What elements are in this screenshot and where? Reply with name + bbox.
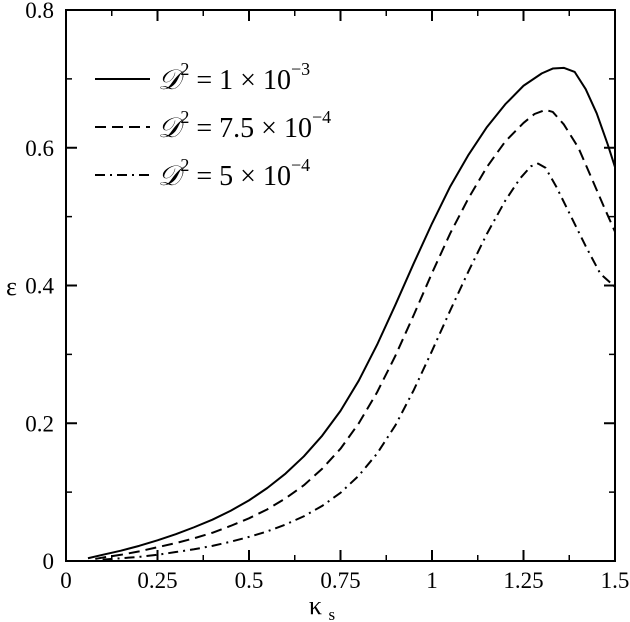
legend-value-text: = 1 × 10 xyxy=(189,65,291,96)
x-axis-label: κ s xyxy=(309,591,335,622)
legend-value-exponent: −4 xyxy=(291,155,310,175)
y-tick-label: 0.8 xyxy=(25,0,54,23)
legend-symbol-exponent: 2 xyxy=(180,107,189,127)
series-line-1 xyxy=(87,66,616,560)
x-tick-label: 1 xyxy=(426,568,438,593)
series-group xyxy=(87,66,616,561)
y-tick-label: 0.2 xyxy=(25,411,54,436)
series-line-3 xyxy=(102,162,616,561)
legend-symbol-exponent: 2 xyxy=(180,155,189,175)
x-axis-label-main: κ xyxy=(309,591,322,620)
legend-value-exponent: −4 xyxy=(312,107,331,127)
y-tick-label: 0.4 xyxy=(25,274,54,299)
plot-frame-group xyxy=(65,9,616,562)
x-tick-label: 1.5 xyxy=(601,568,630,593)
legend-symbol-exponent: 2 xyxy=(180,59,189,79)
x-tick-label: 0.5 xyxy=(235,568,264,593)
legend-value-exponent: −3 xyxy=(291,59,310,79)
y-axis-label: ε xyxy=(6,272,17,301)
x-tick-label: 1.25 xyxy=(503,568,543,593)
x-tick-label: 0.75 xyxy=(320,568,360,593)
x-tick-label: 0.25 xyxy=(137,568,177,593)
legend-value-text: = 7.5 × 10 xyxy=(189,113,312,144)
x-tick-label: 0 xyxy=(60,568,72,593)
ticks-group xyxy=(65,9,616,562)
series-line-2 xyxy=(95,108,616,560)
y-tick-label: 0 xyxy=(43,549,55,574)
legend-label-2: 𝒟2 = 7.5 × 10−4 xyxy=(158,107,331,144)
plot-frame xyxy=(65,9,616,562)
legend-label-3: 𝒟2 = 5 × 10−4 xyxy=(158,155,310,192)
tick-labels-group: 0 0.25 0.5 0.75 1 1.25 1.5 0 0.2 0.4 0.6 0.8 xyxy=(25,0,629,593)
legend-label-1: 𝒟2 = 1 × 10−3 xyxy=(158,59,310,96)
legend: 𝒟2 = 1 × 10−3 𝒟2 = 7.5 × 10−4 𝒟2 = 5 × 10−… xyxy=(95,59,331,192)
y-tick-label: 0.6 xyxy=(25,136,54,161)
x-axis-label-subscript: s xyxy=(328,605,335,622)
legend-value-text: = 5 × 10 xyxy=(189,161,291,192)
